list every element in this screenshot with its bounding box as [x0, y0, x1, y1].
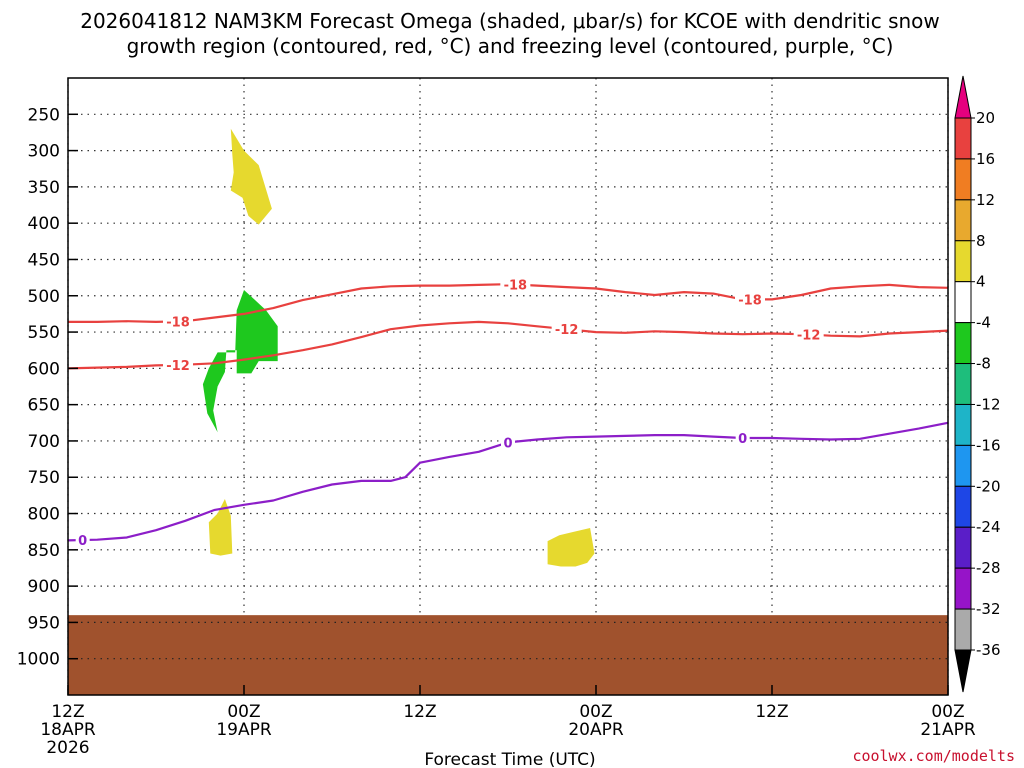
- x-axis-label: Forecast Time (UTC): [424, 750, 595, 768]
- colorbar-box-6: [954, 363, 972, 405]
- isotherm-minus12-label-2: -12: [797, 329, 821, 344]
- freezing-level-0c-label-2: 0: [738, 432, 747, 447]
- isotherm-minus12-label-bg-0: [163, 356, 193, 373]
- y-tick-label-950: 950: [28, 613, 60, 633]
- x-tick-label-36-0: 00Z: [579, 702, 612, 722]
- x-tick-label-0-0: 12Z: [51, 702, 84, 722]
- colorbar-box-0: [954, 117, 972, 160]
- isotherm-minus12-label-bg-2: [793, 326, 824, 343]
- x-tick-label-36-1: 20APR: [568, 720, 624, 740]
- colorbar-box-11: [954, 567, 972, 610]
- freezing-level-0c-label-bg-2: [735, 430, 750, 447]
- colorbar-box-7: [954, 403, 972, 446]
- omega-colorbar: 20 16 12 8 4 -4 -8 -12 -16 -20 -24 -28 -32 -36: [954, 75, 1001, 693]
- temperature-contours: -18 -18 -18 -12 -12 -12 0 0 0: [67, 276, 949, 549]
- colorbar-box-2: [954, 199, 972, 242]
- y-tick-label-300: 300: [28, 142, 60, 162]
- x-tick-label-48-0: 12Z: [755, 702, 788, 722]
- colorbar-label-11: -28: [976, 559, 1001, 577]
- colorbar-label-0: 20: [976, 109, 995, 127]
- y-tick-label-550: 550: [28, 323, 60, 343]
- ground-terrain: [68, 615, 948, 695]
- freezing-level-0c-line: [67, 421, 949, 542]
- y-tick-label-850: 850: [28, 541, 60, 561]
- y-tick-label-900: 900: [28, 577, 60, 597]
- y-tick-label-400: 400: [28, 214, 60, 234]
- freezing-level-0c-label-0: 0: [78, 534, 87, 549]
- credit-text: coolwx.com/modelts: [852, 747, 1015, 765]
- isotherm-minus18-label-bg-1: [500, 276, 531, 293]
- colorbar-box-9: [954, 485, 972, 528]
- y-tick-label-600: 600: [28, 359, 60, 379]
- y-tick-label-500: 500: [28, 287, 60, 307]
- chart-title-line-2: growth region (contoured, red, °C) and f…: [127, 34, 894, 58]
- colorbar-box-1: [954, 158, 972, 201]
- isotherm-minus12-label-bg-1: [551, 321, 582, 338]
- isotherm-minus18-label-1: -18: [504, 279, 528, 294]
- colorbar-label-9: -20: [976, 477, 1001, 495]
- colorbar-label-1: 16: [976, 150, 995, 168]
- colorbar-box-12: [954, 608, 972, 651]
- x-tick-label-24-0: 12Z: [403, 702, 436, 722]
- isotherm-minus18-label-bg-0: [163, 313, 193, 330]
- pressure-axis: 250 300 350 400 450 500 550 600 650 700 750 800 850 9…: [17, 105, 78, 670]
- colorbar-top-arrow: [954, 75, 972, 119]
- x-tick-label-60-0: 00Z: [931, 702, 964, 722]
- colorbar-label-13: -36: [976, 641, 1001, 659]
- y-tick-label-350: 350: [28, 178, 60, 198]
- colorbar-box-4: [954, 281, 972, 324]
- y-tick-label-250: 250: [28, 105, 60, 125]
- omega-upward-4-to-8-low-right: [547, 528, 595, 567]
- x-tick-label-0-2: 2026: [46, 738, 89, 758]
- colorbar-box-3: [954, 240, 972, 283]
- y-tick-label-650: 650: [28, 396, 60, 416]
- isotherm-minus18-label-bg-2: [735, 291, 765, 308]
- omega-upward-4-to-8-upper: [230, 128, 272, 225]
- y-tick-label-800: 800: [28, 505, 60, 525]
- x-tick-label-12-1: 19APR: [216, 720, 272, 740]
- colorbar-bottom-arrow: [954, 649, 972, 693]
- colorbar-label-10: -24: [976, 518, 1001, 536]
- isotherm-minus12-label-0: -12: [166, 359, 190, 374]
- omega-upward-4-to-8-low-left: [208, 499, 233, 556]
- colorbar-label-12: -32: [976, 600, 1001, 618]
- isotherm-minus12-label-1: -12: [555, 323, 579, 338]
- y-tick-label-750: 750: [28, 468, 60, 488]
- isotherm-minus18-label-0: -18: [166, 315, 190, 330]
- colorbar-label-8: -16: [976, 436, 1001, 454]
- colorbar-label-4: 4: [976, 273, 986, 291]
- x-tick-label-12-0: 00Z: [227, 702, 260, 722]
- isotherm-minus18-label-2: -18: [738, 293, 762, 308]
- colorbar-label-2: 12: [976, 191, 995, 209]
- colorbar-label-7: -12: [976, 395, 1001, 413]
- x-tick-label-60-1: 21APR: [920, 720, 976, 740]
- x-tick-label-0-1: 18APR: [40, 720, 96, 740]
- plot-frame: [67, 77, 949, 696]
- colorbar-box-8: [954, 444, 972, 487]
- omega-shaded-regions: [202, 128, 595, 567]
- colorbar-label-6: -8: [976, 355, 991, 373]
- ground-fill: [68, 615, 948, 695]
- y-tick-label-700: 700: [28, 432, 60, 452]
- y-tick-label-450: 450: [28, 250, 60, 270]
- colorbar-box-10: [954, 526, 972, 569]
- freezing-level-0c-label-1: 0: [503, 436, 512, 451]
- freezing-level-0c-label-bg-0: [75, 532, 90, 549]
- chart-title-line-1: 2026041812 NAM3KM Forecast Omega (shaded…: [80, 9, 940, 33]
- grid-lines: [67, 78, 949, 695]
- colorbar-box-5: [954, 322, 972, 365]
- colorbar-label-3: 8: [976, 232, 986, 250]
- freezing-level-0c-label-bg-1: [501, 434, 515, 451]
- y-tick-label-1000: 1000: [17, 650, 60, 670]
- colorbar-label-5: -4: [976, 314, 991, 332]
